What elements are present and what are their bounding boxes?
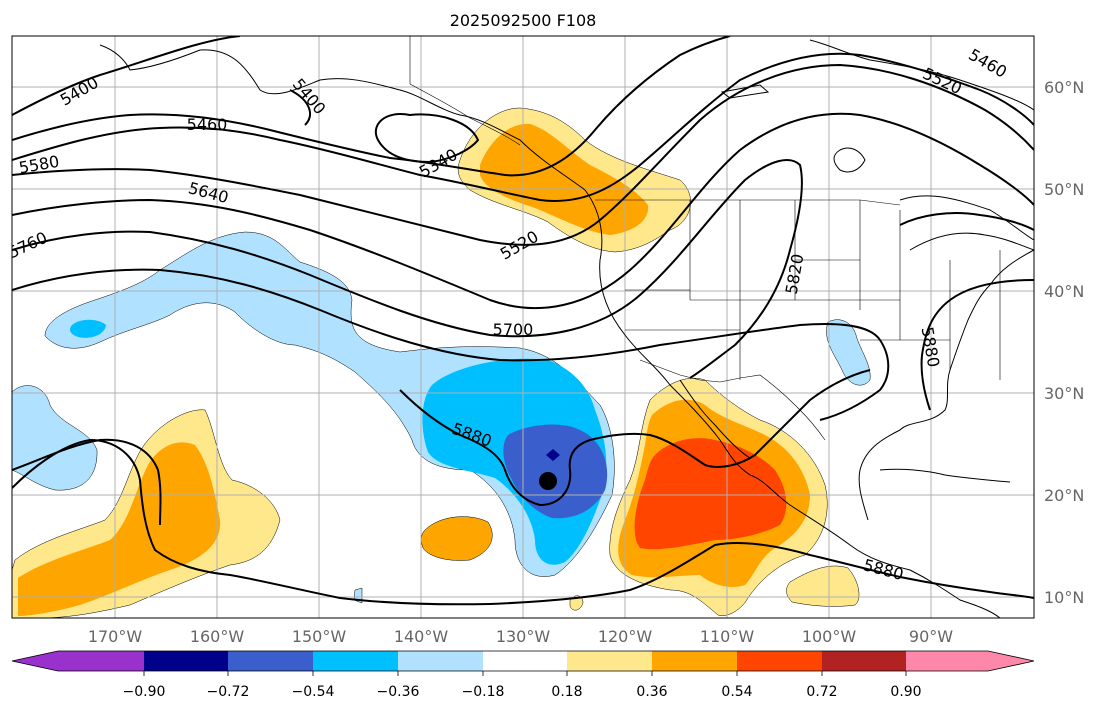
lat-label: 30°N xyxy=(1044,384,1084,403)
lon-label: 150°W xyxy=(292,627,347,646)
colorbar-tick-label: 0.90 xyxy=(890,684,921,700)
lon-label: 90°W xyxy=(909,627,953,646)
colorbar-extend-max xyxy=(988,651,1034,671)
colorbar-tick-label: −0.18 xyxy=(462,684,505,700)
graticule xyxy=(12,36,1034,618)
colorbar-segment xyxy=(652,651,737,671)
colorbar-tick-label: −0.36 xyxy=(377,684,420,700)
lat-label: 50°N xyxy=(1044,180,1084,199)
lon-label: 160°W xyxy=(190,627,245,646)
anomaly-orange-pacific-nw xyxy=(480,123,649,235)
anomaly-yellow-small xyxy=(569,595,584,611)
contour-label: 5460 xyxy=(187,115,228,134)
colorbar-segment xyxy=(483,651,567,671)
colorbar-tick-label: 0.36 xyxy=(636,684,667,700)
lat-label: 60°N xyxy=(1044,78,1084,97)
contour-label: 5700 xyxy=(493,320,534,339)
anomaly-yellow-small-mexico xyxy=(786,565,860,607)
colorbar-segment xyxy=(228,651,313,671)
lon-label: 110°W xyxy=(700,627,755,646)
colorbar-tick-label: 0.18 xyxy=(551,684,582,700)
colorbar-tick-label: 0.54 xyxy=(721,684,752,700)
lon-label: 170°W xyxy=(88,627,143,646)
lat-label: 20°N xyxy=(1044,486,1084,505)
colorbar: −0.90 −0.72 −0.54 −0.36 −0.18 0.18 0.36 … xyxy=(11,650,1035,700)
colorbar-segment xyxy=(567,651,652,671)
height-contours xyxy=(12,36,1034,606)
political-borders xyxy=(409,36,1001,441)
colorbar-tick-label: 0.72 xyxy=(806,684,837,700)
storm-center-marker xyxy=(539,472,557,490)
anomaly-red-orange-mexico xyxy=(634,438,787,550)
colorbar-extend-min xyxy=(12,651,58,671)
anomaly-deep-sky-blue-small xyxy=(70,319,106,338)
map-frame xyxy=(11,35,1035,619)
colorbar-segment xyxy=(144,651,228,671)
colorbar-segment xyxy=(313,651,398,671)
anomaly-orange-hawaii xyxy=(18,442,221,616)
lat-label: 10°N xyxy=(1044,588,1084,607)
anomaly-light-blue-small-west xyxy=(12,385,98,491)
colorbar-tick-label: −0.90 xyxy=(123,684,166,700)
lat-label: 40°N xyxy=(1044,282,1084,301)
lon-label: 100°W xyxy=(802,627,857,646)
map-title: 2025092500 F108 xyxy=(450,11,597,30)
colorbar-outline xyxy=(11,650,1035,672)
colorbar-segment xyxy=(398,651,483,671)
longitude-labels: 170°W 160°W 150°W 140°W 130°W 120°W 110°… xyxy=(88,627,953,646)
map-content: 5400 5400 5460 5340 5520 5460 5580 5640 … xyxy=(12,36,1034,618)
lon-label: 130°W xyxy=(496,627,551,646)
anomaly-navy xyxy=(546,449,560,461)
colorbar-segment xyxy=(822,651,906,671)
colorbar-tick-label: −0.54 xyxy=(292,684,335,700)
colorbar-segment xyxy=(58,651,144,671)
latitude-labels: 60°N 50°N 40°N 30°N 20°N 10°N xyxy=(1044,78,1084,607)
colorbar-segment xyxy=(906,651,988,671)
lon-label: 120°W xyxy=(598,627,653,646)
colorbar-segment xyxy=(737,651,822,671)
colorbar-tick-label: −0.72 xyxy=(207,684,250,700)
lon-label: 140°W xyxy=(394,627,449,646)
